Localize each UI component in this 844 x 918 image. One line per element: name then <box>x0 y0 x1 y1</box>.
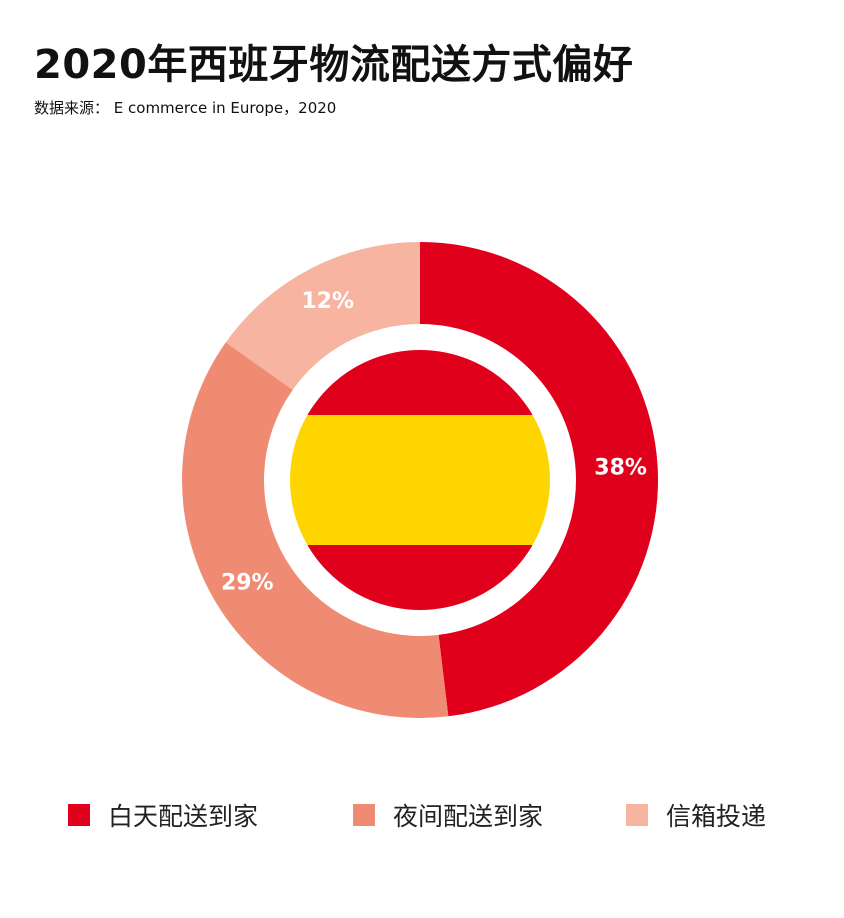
slice-label-mailbox: 12% <box>301 289 354 314</box>
chart-source: 数据来源： E commerce in Europe，2020 <box>34 99 337 117</box>
legend-label-mailbox: 信箱投递 <box>666 802 767 831</box>
slice-label-night: 29% <box>221 570 274 595</box>
slice-mailbox <box>225 242 420 390</box>
slice-label-daytime: 38% <box>594 456 647 481</box>
legend-swatch-night <box>353 804 375 826</box>
chart-legend: 白天配送到家 夜间配送到家 信箱投递 <box>0 798 844 832</box>
slice-daytime <box>420 242 659 717</box>
legend-swatch-daytime <box>68 804 90 826</box>
legend-item-daytime: 白天配送到家 <box>68 798 258 832</box>
legend-label-daytime: 白天配送到家 <box>108 802 259 831</box>
flag-band-top <box>290 350 550 415</box>
flag-band-bottom <box>290 545 550 610</box>
flag-band-middle <box>290 415 550 545</box>
spain-flag-icon <box>290 350 550 610</box>
slice-labels: 38% 29% 12% <box>221 289 647 595</box>
legend-item-mailbox: 信箱投递 <box>626 798 766 832</box>
donut-slices <box>181 242 659 718</box>
legend-item-night: 夜间配送到家 <box>353 798 543 832</box>
legend-swatch-mailbox <box>626 804 648 826</box>
slice-night <box>181 342 449 718</box>
chart-title: 2020年西班牙物流配送方式偏好 <box>34 42 634 88</box>
legend-label-night: 夜间配送到家 <box>393 802 544 831</box>
